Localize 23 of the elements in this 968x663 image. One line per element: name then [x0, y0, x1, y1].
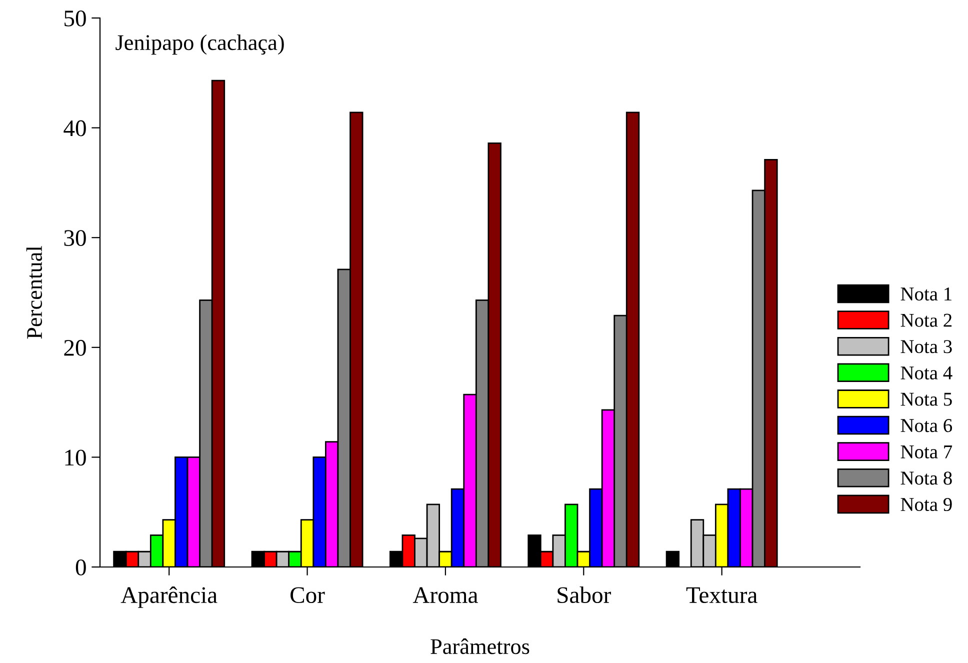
text: Jenipapo (cachaça): [116, 34, 284, 55]
x-tick-label: Aroma: [412, 587, 478, 604]
legend-label: Nota 3: [900, 340, 952, 354]
x-tick-label: Cor: [290, 587, 325, 604]
y-tick-label: 50: [64, 10, 86, 26]
legend-label: Nota 9: [900, 498, 952, 512]
y-tick-label: 0: [76, 559, 86, 576]
y-tick-label: 20: [64, 340, 86, 356]
y-tick-label: 30: [64, 230, 86, 246]
legend-label: Nota 5: [900, 392, 952, 406]
legend-label: Nota 2: [900, 314, 952, 327]
legend-label: Nota 6: [900, 419, 952, 432]
x-axis-title: Parâmetros: [430, 638, 530, 654]
legend-label: Nota 1: [900, 288, 952, 301]
y-tick-label: 40: [64, 120, 86, 136]
x-tick-label: Aparência: [120, 586, 218, 608]
y-tick-label: 10: [65, 450, 86, 466]
x-tick-label: Textura: [686, 587, 758, 604]
y-axis-title: Percentual: [26, 246, 42, 339]
legend-label: Nota 8: [900, 472, 952, 485]
legend-label: Nota 4: [900, 366, 952, 380]
legend-label: Nota 7: [900, 445, 952, 458]
x-tick-label: Sabor: [558, 586, 611, 604]
